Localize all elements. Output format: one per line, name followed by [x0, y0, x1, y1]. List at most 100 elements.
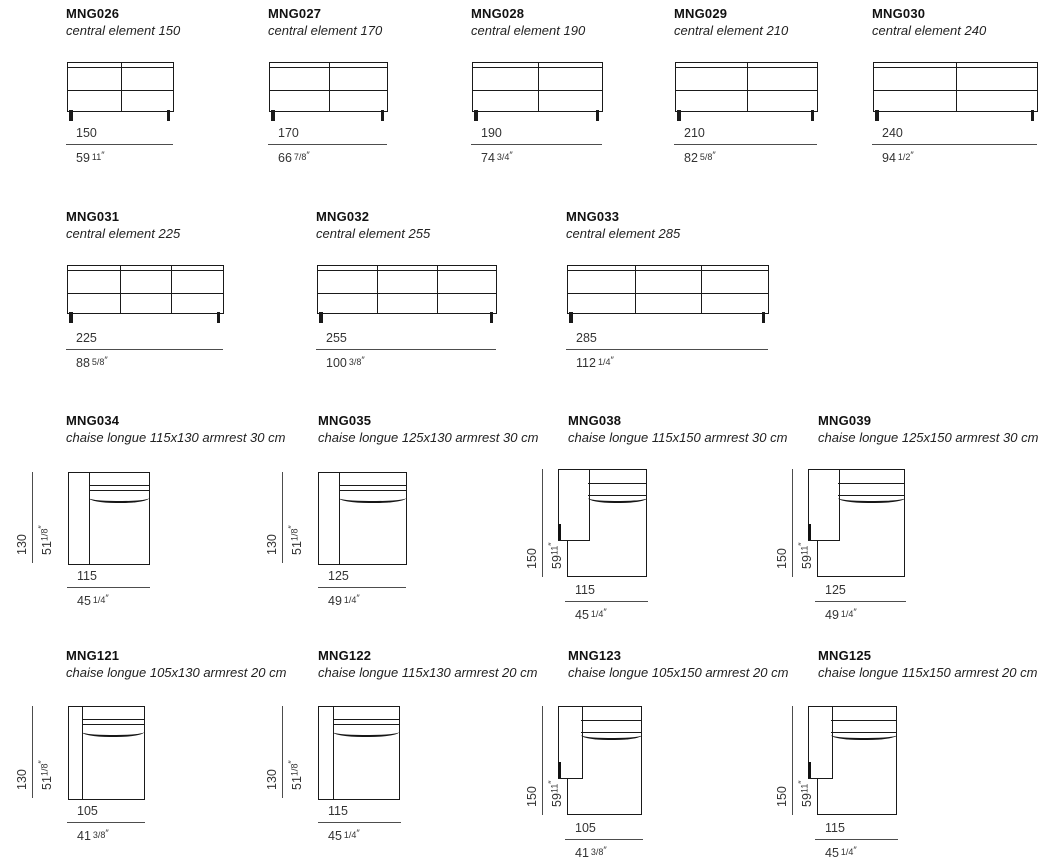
- dimension-line: [282, 706, 283, 798]
- inches-fraction: 5/8: [91, 356, 105, 367]
- backrest-top-line: [318, 270, 496, 271]
- armrest-line: [69, 707, 83, 799]
- armrest-mark: [558, 762, 561, 778]
- inches-value: 59: [550, 555, 564, 569]
- prime-mark: ″: [603, 607, 607, 618]
- sofa-front-diagram: [67, 265, 224, 314]
- depth-dimension: 130 511/8″: [15, 706, 54, 798]
- dimension-line: [318, 822, 401, 823]
- sofa-legs: [569, 312, 765, 323]
- inches-fraction: 3/4: [496, 151, 510, 162]
- armrest-mark: [558, 524, 561, 540]
- inches-fraction: 7/8: [293, 151, 307, 162]
- sofa-legs: [875, 110, 1034, 121]
- width-cm: 115: [825, 821, 845, 835]
- width-inches: 100 3/8″: [326, 353, 496, 370]
- chaise-top-diagram: [558, 706, 642, 815]
- sofa-front-diagram: [567, 265, 769, 314]
- width-cm: 115: [575, 583, 595, 597]
- seat-split-line: [68, 292, 223, 294]
- backrest-line: [89, 490, 149, 491]
- base-rail: [875, 111, 1034, 112]
- inches-fraction: 1/4: [840, 846, 854, 857]
- module-code: MNG031: [66, 209, 120, 224]
- module-description: central element 150: [66, 23, 181, 38]
- right-leg: [810, 110, 814, 121]
- module-mng033: MNG033 central element 285 285 112 1/4″: [566, 209, 769, 370]
- prime-mark: ″: [910, 150, 914, 161]
- module-description: central element 240: [872, 23, 987, 38]
- width-dimension: 150 59 11″: [66, 126, 173, 165]
- depth-inches: 511/8″: [285, 472, 304, 563]
- chaise-top-diagram: [558, 469, 647, 577]
- dimension-line: [792, 706, 793, 815]
- depth-cm: 130: [15, 534, 29, 555]
- base-rail: [271, 111, 384, 112]
- depth-cm: 150: [525, 548, 539, 569]
- chaise-top-diagram: [808, 469, 905, 577]
- width-dimension: 115 45 1/4″: [815, 821, 898, 860]
- backrest-line: [831, 720, 897, 721]
- left-leg: [69, 312, 73, 323]
- width-cm: 225: [76, 331, 97, 345]
- width-inches: 66 7/8″: [278, 148, 387, 165]
- module-code: MNG026: [66, 6, 120, 21]
- sofa-front-diagram: [317, 265, 497, 314]
- base-rail: [69, 111, 170, 112]
- armrest-line: [69, 473, 90, 564]
- front-edge-line: [567, 814, 642, 815]
- inches-value: 88: [76, 356, 90, 370]
- inches-value: 51: [290, 541, 304, 555]
- back-edge-line: [808, 469, 905, 470]
- inches-fraction: 1/8: [289, 528, 300, 542]
- module-description: chaise longue 125x130 armrest 30 cm: [318, 430, 539, 445]
- seat-split-line: [568, 292, 768, 294]
- module-code: MNG028: [471, 6, 525, 21]
- prime-mark: ″: [306, 150, 310, 161]
- inches-value: 59: [550, 793, 564, 807]
- depth-cm: 150: [775, 786, 789, 807]
- prime-mark: ″: [356, 828, 360, 839]
- depth-dimension: 150 5911″: [775, 469, 814, 577]
- module-description: central element 255: [316, 226, 431, 241]
- dimension-line: [792, 469, 793, 577]
- depth-dimension: 150 5911″: [525, 469, 564, 577]
- width-inches: 49 1/4″: [825, 605, 906, 622]
- inches-fraction: 1/8: [39, 528, 50, 542]
- cushion-divider: [701, 266, 703, 313]
- depth-cm: 130: [265, 769, 279, 790]
- inches-value: 41: [77, 829, 91, 843]
- width-cm: 170: [278, 126, 299, 140]
- seat-edge-curve: [588, 496, 647, 503]
- depth-cm: 150: [775, 548, 789, 569]
- width-cm: 150: [76, 126, 97, 140]
- prime-mark: ″: [105, 593, 109, 604]
- width-inches: 45 1/4″: [328, 826, 401, 843]
- module-mng038: MNG038 chaise longue 115x150 armrest 30 …: [525, 413, 788, 622]
- module-description: chaise longue 115x150 armrest 30 cm: [568, 430, 788, 445]
- depth-cm: 130: [265, 534, 279, 555]
- module-mng039: MNG039 chaise longue 125x150 armrest 30 …: [775, 413, 1038, 622]
- inches-value: 51: [40, 541, 54, 555]
- width-inches: 59 11″: [76, 148, 173, 165]
- cushion-divider: [328, 63, 330, 111]
- backrest-line: [82, 724, 144, 725]
- width-cm: 255: [326, 331, 347, 345]
- inches-fraction: 1/4: [840, 608, 854, 619]
- width-inches: 45 1/4″: [825, 843, 898, 860]
- module-mng125: MNG125 chaise longue 115x150 armrest 20 …: [775, 648, 1037, 860]
- inches-value: 45: [575, 608, 589, 622]
- inches-fraction: 11: [91, 151, 102, 162]
- seat-edge-curve: [333, 730, 399, 737]
- module-code: MNG035: [318, 413, 372, 428]
- cushion-divider: [436, 266, 438, 313]
- module-code: MNG123: [568, 648, 622, 663]
- depth-inches: 5911″: [795, 706, 814, 815]
- depth-inches: 5911″: [545, 469, 564, 577]
- inches-value: 100: [326, 356, 347, 370]
- dimension-line: [565, 601, 648, 602]
- base-rail: [474, 111, 599, 112]
- dimension-line: [674, 144, 817, 145]
- seat-split-line: [318, 292, 496, 294]
- inches-value: 49: [825, 608, 839, 622]
